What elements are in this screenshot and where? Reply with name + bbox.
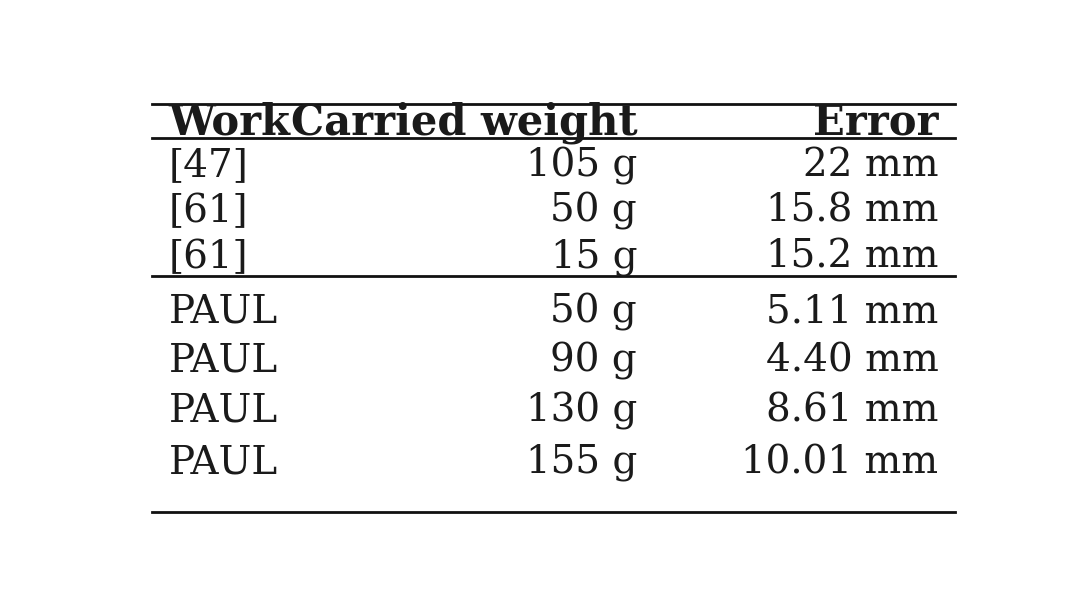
Text: 130 g: 130 g: [526, 392, 637, 430]
Text: PAUL: PAUL: [168, 294, 278, 331]
Text: PAUL: PAUL: [168, 342, 278, 379]
Text: Error: Error: [813, 101, 939, 144]
Text: [61]: [61]: [168, 239, 248, 276]
Text: 4.40 mm: 4.40 mm: [766, 342, 939, 379]
Text: [47]: [47]: [168, 147, 248, 184]
Text: 15.2 mm: 15.2 mm: [766, 239, 939, 276]
Text: Work: Work: [168, 101, 291, 144]
Text: PAUL: PAUL: [168, 393, 278, 430]
Text: 22 mm: 22 mm: [802, 147, 939, 184]
Text: 50 g: 50 g: [551, 193, 637, 231]
Text: 8.61 mm: 8.61 mm: [766, 393, 939, 430]
Text: 50 g: 50 g: [551, 293, 637, 331]
Text: 10.01 mm: 10.01 mm: [741, 444, 939, 481]
Text: 15 g: 15 g: [551, 238, 637, 276]
Text: 105 g: 105 g: [526, 147, 637, 185]
Text: 5.11 mm: 5.11 mm: [766, 294, 939, 331]
Text: PAUL: PAUL: [168, 444, 278, 481]
Text: [61]: [61]: [168, 193, 248, 230]
Text: 15.8 mm: 15.8 mm: [766, 193, 939, 230]
Text: 90 g: 90 g: [551, 342, 637, 380]
Text: 155 g: 155 g: [526, 444, 637, 481]
Text: Carried weight: Carried weight: [291, 101, 637, 144]
